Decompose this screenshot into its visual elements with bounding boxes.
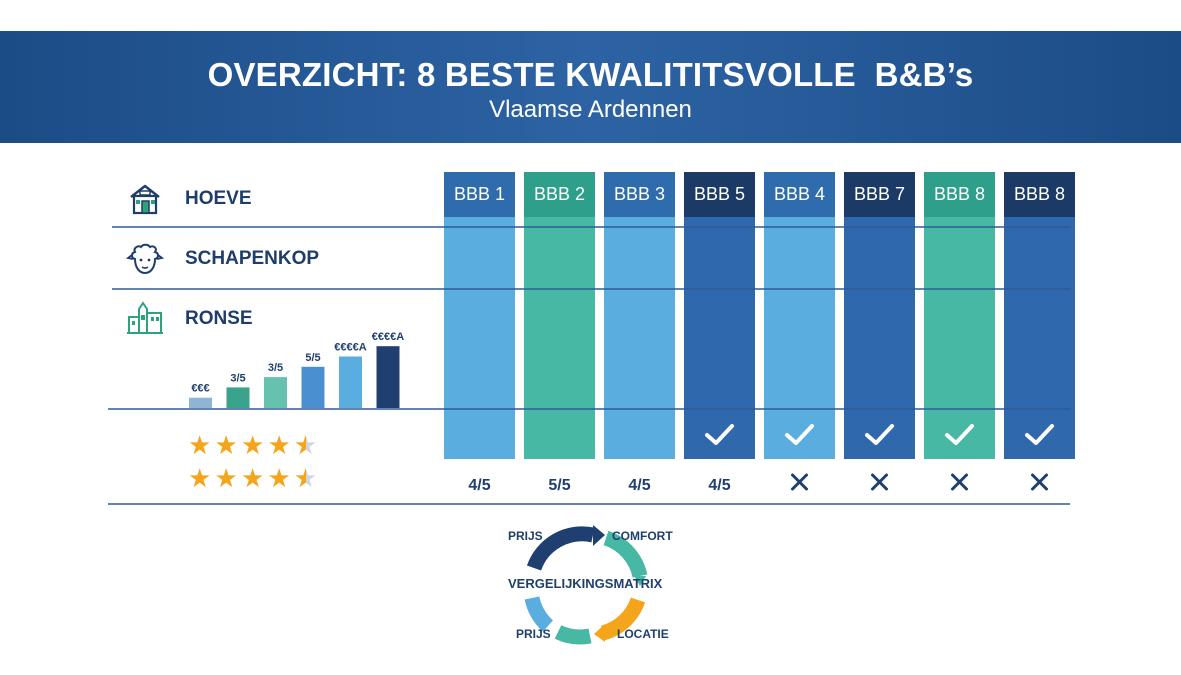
- star-icon: ★★: [294, 463, 318, 493]
- page-subtitle: Vlaamse Ardennen: [489, 96, 692, 123]
- column-label: BBB 3: [614, 184, 665, 204]
- column-header: [844, 172, 915, 217]
- column-body: [444, 217, 515, 459]
- sheep-icon: [125, 241, 165, 277]
- column-label: BBB 2: [534, 184, 585, 204]
- header-banner: [0, 31, 1181, 143]
- column-body: [764, 217, 835, 459]
- price-bar: [189, 397, 212, 408]
- star-icon: ★: [188, 430, 212, 460]
- cycle-label-locatie: LOCATIE: [617, 627, 669, 641]
- rating-value: X: [874, 476, 885, 493]
- column-label: BBB 7: [854, 184, 905, 204]
- price-bar: [301, 366, 325, 408]
- column-body: [844, 217, 915, 459]
- cycle-segment-comfort: [603, 530, 648, 578]
- column-header: [444, 172, 515, 217]
- column-body: [1004, 217, 1075, 459]
- star-icon: ★: [267, 463, 291, 493]
- star-icon: ★: [214, 463, 238, 493]
- column-label: BBB 1: [454, 184, 505, 204]
- column-label: BBB 5: [694, 184, 745, 204]
- rating-value: X: [794, 476, 805, 493]
- rating-value: 4/5: [628, 477, 650, 494]
- price-bar: [226, 387, 250, 408]
- cycle-diagram: [524, 525, 648, 645]
- town-icon: [126, 301, 164, 337]
- cross-icon: [791, 473, 808, 491]
- row-ronse: RONSE: [126, 299, 253, 339]
- cycle-label-prijs: PRIJS: [508, 529, 543, 543]
- column-label: BBB 4: [774, 184, 825, 204]
- price-bar-label: €€€€A: [334, 342, 366, 354]
- column-header: [924, 172, 995, 217]
- cycle-segment-locatie: [600, 597, 646, 641]
- cycle-arrowhead: [594, 624, 605, 642]
- star-icon: ★: [241, 463, 265, 493]
- cross-icon: [1031, 473, 1048, 491]
- column-header: [1004, 172, 1075, 217]
- row-hoeve: HOEVE: [126, 179, 252, 219]
- column-header: [684, 172, 755, 217]
- column-body: [924, 217, 995, 459]
- row-label: SCHAPENKOP: [185, 248, 320, 269]
- cycle-label-prijs-2: PRIJS: [516, 627, 551, 641]
- row-schapenkop: SCHAPENKOP: [125, 239, 320, 279]
- page-title: OVERZICHT: 8 BESTE KWALITITSVOLLE B&B’s: [207, 56, 974, 93]
- farmhouse-icon: [126, 181, 164, 217]
- cross-icon: [951, 473, 968, 491]
- cycle-label-comfort: COMFORT: [612, 529, 673, 543]
- star-icon: ★★: [294, 430, 318, 460]
- check-icon: [945, 424, 974, 445]
- price-bar: [264, 377, 287, 408]
- check-icon: [865, 424, 894, 445]
- rating-value: X: [954, 476, 965, 493]
- price-bar-label: €€€: [191, 383, 209, 395]
- column-header: [604, 172, 675, 217]
- price-bar-label: 3/5: [268, 362, 283, 374]
- column-body: [604, 217, 675, 459]
- row-label: RONSE: [185, 308, 253, 329]
- column-label: BBB 8: [934, 184, 985, 204]
- cycle-segment-blue: [524, 596, 554, 632]
- star-icon: ★: [241, 430, 265, 460]
- row-label: HOEVE: [185, 188, 252, 209]
- price-bar-label: 3/5: [230, 372, 245, 384]
- star-icon: ★: [267, 430, 291, 460]
- column-header: [764, 172, 835, 217]
- check-icon: [1025, 424, 1054, 445]
- cross-icon: [871, 473, 888, 491]
- column-label: BBB 8: [1014, 184, 1065, 204]
- column-body: [524, 217, 595, 459]
- rating-value: 4/5: [468, 477, 490, 494]
- price-bar: [376, 346, 400, 408]
- rating-value: 5/5: [548, 477, 570, 494]
- check-icon: [785, 424, 814, 445]
- column-header: [524, 172, 595, 217]
- star-icon: ★: [188, 463, 212, 493]
- cycle-arrowhead: [593, 525, 605, 546]
- rating-value: X: [1034, 476, 1045, 493]
- cycle-arrowhead: [634, 576, 646, 586]
- column-body: [684, 217, 755, 459]
- cycle-center-label: VERGELIJKINGSMATRIX: [508, 576, 663, 591]
- price-bar: [339, 356, 362, 408]
- star-icon: ★: [214, 430, 238, 460]
- cycle-segment-prijs: [526, 526, 595, 571]
- price-bar-label: 5/5: [305, 352, 320, 364]
- rating-value: 4/5: [708, 477, 730, 494]
- check-icon: [705, 424, 734, 445]
- cycle-segment-prijs-2: [554, 625, 592, 645]
- price-bar-label: €€€€A: [372, 331, 404, 343]
